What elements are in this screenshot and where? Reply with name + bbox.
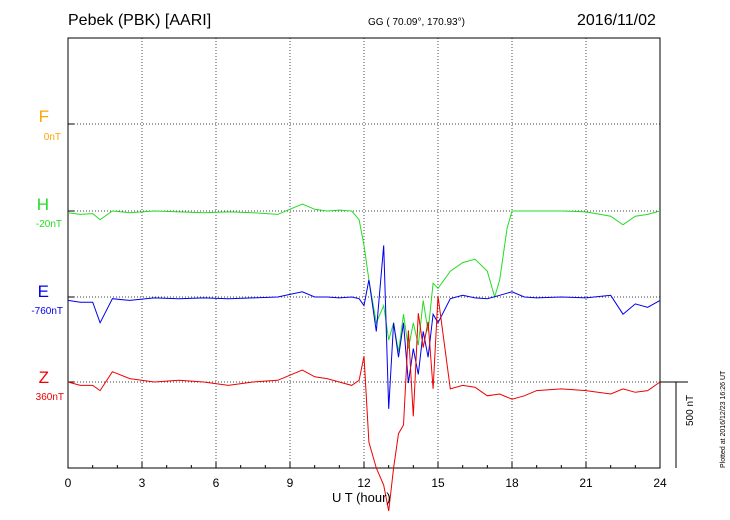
plot-frame — [67, 37, 661, 469]
vertical-grid — [141, 38, 587, 468]
channel-e-label: E — [37, 282, 49, 301]
x-axis-label: U T (hour) — [332, 490, 391, 505]
x-tick-label: 6 — [212, 476, 220, 490]
channel-f-label: F — [38, 107, 49, 126]
channel-e-offset: -760nT — [31, 306, 63, 317]
x-tick-label: 0 — [64, 476, 72, 490]
series-lines — [67, 203, 661, 512]
scale-bar — [660, 381, 688, 468]
plotted-timestamp: Plotted at 2016/12/23 16:26 UT — [720, 370, 727, 468]
series-e-line — [67, 245, 661, 409]
series-h-line — [67, 203, 661, 353]
channel-h-label: H — [36, 195, 49, 214]
x-tick-label: 3 — [138, 476, 146, 490]
channel-f-offset: 0nT — [43, 132, 61, 143]
channel-h-offset: -20nT — [35, 219, 62, 230]
channel-z-label: Z — [38, 368, 49, 387]
plot-date: 2016/11/02 — [577, 12, 656, 29]
x-tick-label: 21 — [579, 476, 593, 490]
scale-bar-label: 500 nT — [685, 394, 696, 426]
channel-z-offset: 360nT — [35, 392, 64, 403]
x-tick-label: 12 — [357, 476, 371, 490]
x-tick-label: 9 — [286, 476, 294, 490]
horizontal-grid — [68, 123, 660, 383]
station-title: Pebek (PBK) [AARI] — [68, 12, 212, 29]
x-tick-label: 24 — [653, 476, 667, 490]
x-tick-label: 18 — [505, 476, 519, 490]
geographic-coords: GG ( 70.09°, 170.93°) — [368, 17, 465, 28]
series-z-line — [67, 295, 661, 512]
x-tick-label: 15 — [431, 476, 445, 490]
axis-ticks — [67, 123, 661, 468]
